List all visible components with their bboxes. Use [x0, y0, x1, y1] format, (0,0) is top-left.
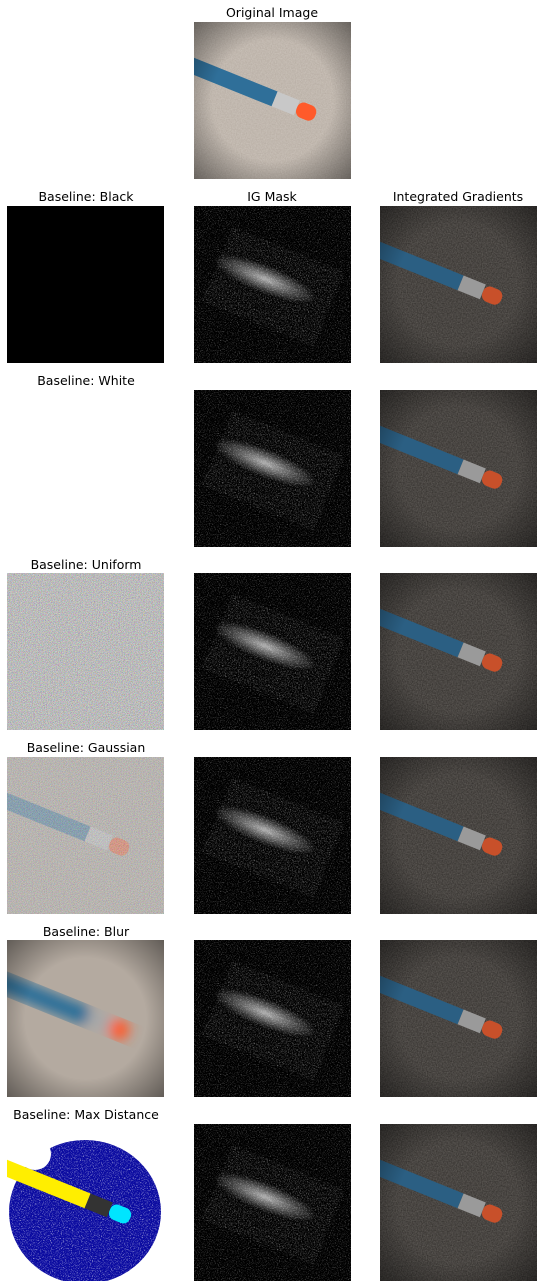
integrated-gradients-image [380, 757, 537, 914]
baseline-black-image [7, 206, 164, 363]
ig-mask-image [194, 206, 351, 363]
ig-mask-image [194, 390, 351, 547]
integrated-gradients-title: Integrated Gradients [392, 189, 524, 204]
baseline-blur-image [7, 940, 164, 1097]
baseline-title: Baseline: Gaussian [26, 740, 146, 755]
baseline-uniform-image [7, 573, 164, 730]
ig-mask-image [194, 757, 351, 914]
baseline-white-image [7, 390, 164, 547]
ig-mask-title: IG Mask [247, 189, 297, 204]
baseline-title: Baseline: Black [38, 189, 134, 204]
integrated-gradients-image [380, 390, 537, 547]
baseline-title: Baseline: Blur [42, 924, 130, 939]
baseline-max-distance-image [7, 1124, 164, 1281]
baseline-title: Baseline: Max Distance [13, 1107, 159, 1122]
ig-mask-image [194, 573, 351, 730]
baseline-title: Baseline: Uniform [30, 557, 142, 572]
baseline-title: Baseline: White [37, 373, 135, 388]
baseline-gaussian-image [7, 757, 164, 914]
original-image-title: Original Image [225, 5, 319, 20]
ig-mask-image [194, 940, 351, 1097]
original-image [194, 22, 351, 179]
ig-mask-image [194, 1124, 351, 1281]
integrated-gradients-image [380, 1124, 537, 1281]
integrated-gradients-image [380, 206, 537, 363]
integrated-gradients-image [380, 940, 537, 1097]
integrated-gradients-image [380, 573, 537, 730]
